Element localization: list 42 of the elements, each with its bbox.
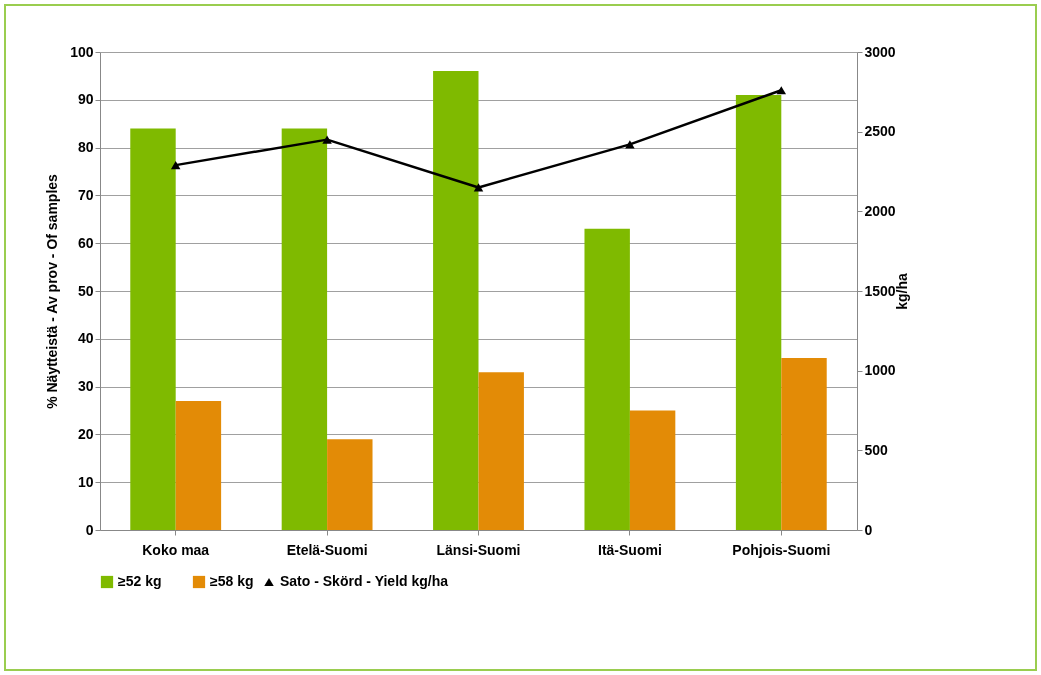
y-tick-label: 30: [77, 378, 94, 395]
y2-tick-label: 1000: [864, 362, 896, 379]
point: [625, 140, 635, 149]
bar: [433, 71, 479, 530]
bar: [478, 372, 524, 530]
y-tick-label: 90: [77, 91, 94, 108]
y-tick-label: 20: [77, 425, 94, 442]
y-tick-label: 50: [77, 282, 94, 299]
bar: [327, 439, 373, 530]
y-tick-label: 0: [85, 521, 94, 538]
y-tick-label: 10: [77, 473, 94, 490]
bar: [584, 228, 630, 530]
y2-tick-label: 3000: [864, 43, 896, 60]
y-tick-label: 70: [77, 186, 94, 203]
bar: [781, 357, 827, 530]
y2-tick-label: 500: [864, 441, 889, 458]
y-tick-label: 100: [70, 43, 94, 60]
y-axis-title: % Näytteistä - Av prov - Of samples: [44, 173, 61, 409]
x-tick-label: Itä-Suomi: [598, 541, 662, 558]
point: [170, 161, 181, 170]
y-tick-label: 40: [77, 330, 94, 347]
point: [473, 183, 484, 192]
y2-tick-label: 0: [864, 521, 873, 538]
bar: [130, 128, 176, 530]
y2-tick-label: 2000: [864, 202, 896, 219]
x-tick-label: Koko maa: [142, 541, 210, 558]
legend-label: ≥58 kg: [210, 573, 254, 589]
x-tick-label: Länsi-Suomi: [436, 541, 521, 558]
y-tick-label: 60: [77, 234, 94, 251]
point: [322, 135, 332, 144]
bar: [281, 128, 328, 530]
y2-tick-label: 1500: [864, 282, 896, 299]
point: [776, 86, 787, 95]
bar: [629, 410, 676, 530]
x-tick-label: Pohjois-Suomi: [732, 541, 831, 558]
y-tick-label: 80: [77, 139, 94, 156]
legend-label: Sato - Skörd - Yield kg/ha: [280, 573, 449, 589]
bar: [175, 400, 222, 530]
x-tick-label: Etelä-Suomi: [286, 541, 368, 558]
y2-tick-label: 2500: [864, 123, 896, 140]
legend-label: ≥52 kg: [118, 573, 162, 589]
bar: [735, 95, 782, 530]
